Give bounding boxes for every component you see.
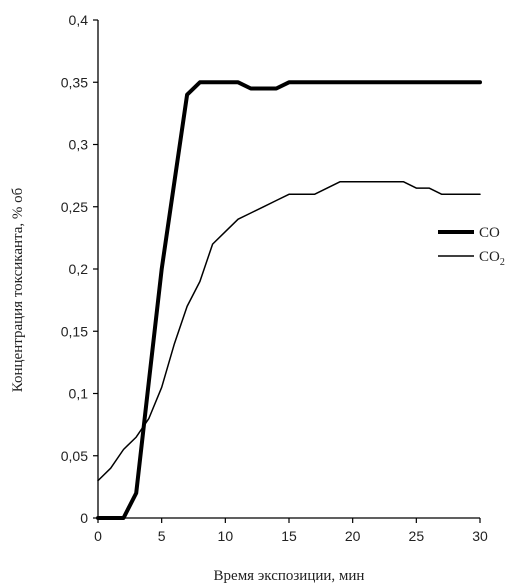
- y-tick-label: 0,2: [69, 261, 89, 277]
- y-tick-label: 0,4: [69, 12, 89, 28]
- x-ticks: 0 5 10 15 20 25 30: [94, 518, 488, 544]
- x-tick-label: 25: [409, 528, 425, 544]
- series-line-co2: [97, 181, 481, 482]
- y-tick-label: 0,35: [61, 74, 88, 90]
- y-tick-label: 0,25: [61, 199, 88, 215]
- y-axis-label: Концентрация токсиканта, % об: [10, 187, 26, 392]
- x-tick-label: 15: [281, 528, 297, 544]
- legend-label-co: CO: [479, 225, 500, 241]
- y-tick-label: 0,05: [61, 448, 88, 464]
- x-tick-label: 10: [218, 528, 234, 544]
- legend: CO CO2: [438, 225, 505, 268]
- x-tick-label: 20: [345, 528, 361, 544]
- x-tick-label: 0: [94, 528, 102, 544]
- y-tick-label: 0: [80, 510, 88, 526]
- y-axis-title: Концентрация токсиканта, % об: [10, 187, 26, 392]
- x-axis-label: Время экспозиции, мин: [214, 568, 365, 584]
- legend-label-co2: CO2: [479, 249, 505, 268]
- y-tick-label: 0,15: [61, 323, 88, 339]
- y-tick-label: 0,1: [69, 386, 89, 402]
- y-ticks: 0 0,05 0,1 0,15 0,2 0,25 0,3 0,35 0,4: [61, 12, 98, 526]
- x-tick-label: 30: [472, 528, 488, 544]
- series-line-co: [96, 80, 482, 520]
- series-lines: [96, 80, 482, 520]
- x-tick-label: 5: [158, 528, 166, 544]
- y-tick-label: 0,3: [69, 137, 89, 153]
